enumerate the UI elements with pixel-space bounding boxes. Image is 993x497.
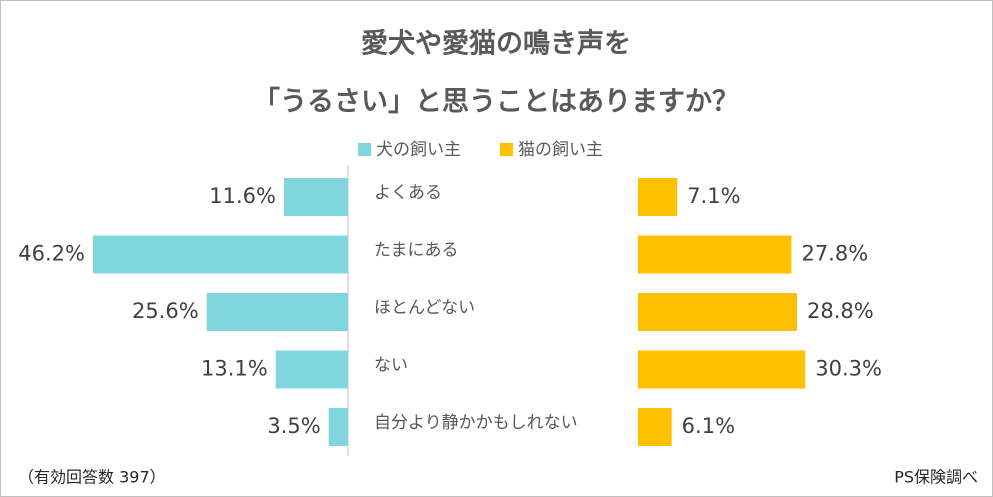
bar xyxy=(92,235,348,274)
value-label: 7.1% xyxy=(687,184,740,208)
legend-swatch xyxy=(358,143,371,156)
value-label: 3.5% xyxy=(267,414,320,438)
value-label: 11.6% xyxy=(209,184,276,208)
value-label: 27.8% xyxy=(801,242,868,266)
bar xyxy=(328,408,348,446)
category-label: たまにある xyxy=(374,241,459,261)
category-label: 自分より静かかもしれない xyxy=(374,413,578,433)
legend-label: 猫の飼い主 xyxy=(518,140,603,160)
value-label: 46.2% xyxy=(18,242,85,266)
source: PS保険調べ xyxy=(894,468,978,487)
bar xyxy=(638,350,806,389)
chart-title: 愛犬や愛猫の鳴き声を xyxy=(361,29,631,60)
bar xyxy=(638,408,672,446)
legend-swatch xyxy=(500,143,513,156)
value-label: 13.1% xyxy=(201,357,268,381)
value-label: 6.1% xyxy=(682,414,735,438)
category-label: ない xyxy=(374,356,408,376)
bar xyxy=(275,350,348,389)
bar xyxy=(638,293,797,331)
value-label: 25.6% xyxy=(132,299,199,323)
value-label: 30.3% xyxy=(815,357,882,381)
value-label: 28.8% xyxy=(807,299,874,323)
bar xyxy=(283,178,348,216)
note: （有効回答数 397） xyxy=(18,468,166,487)
category-label: ほとんどない xyxy=(374,298,475,318)
bar xyxy=(638,235,792,274)
legend-label: 犬の飼い主 xyxy=(376,140,461,160)
bar xyxy=(638,178,678,216)
category-label: よくある xyxy=(374,183,442,203)
chart-title: 「うるさい」と思うことはありますか？ xyxy=(253,86,739,118)
bar xyxy=(206,293,348,331)
